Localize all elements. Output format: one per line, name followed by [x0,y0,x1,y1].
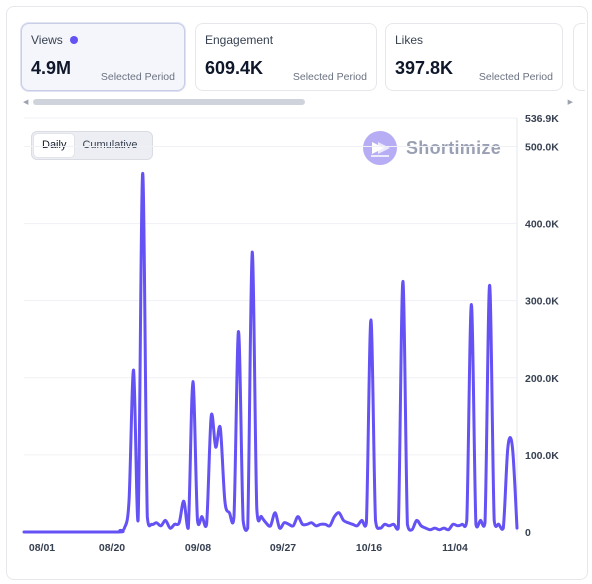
scroll-right-icon[interactable]: ▶ [567,99,573,106]
metric-card-partial[interactable] [573,23,585,91]
scroll-left-icon[interactable]: ◀ [23,99,29,106]
metric-period-caption: Selected Period [100,71,175,83]
x-axis-ticks: 08/01 08/20 09/08 09/27 10/16 11/04 [29,542,468,554]
y-tick-label: 200.0K [525,373,559,385]
x-tick-label: 11/04 [442,542,468,554]
metric-period-caption: Selected Period [478,71,553,83]
metric-label: Views [31,33,63,47]
metric-cards: Views 4.9M Selected Period Engagement 60… [21,23,585,93]
chart-grid [24,117,517,456]
x-tick-label: 08/01 [29,542,55,554]
metric-period-caption: Selected Period [292,71,367,83]
cards-scrollbar[interactable]: ◀ ▶ [21,97,573,107]
metric-card-likes[interactable]: Likes 397.8K Selected Period [385,23,563,91]
y-axis-ticks: 0 100.0K 200.0K 300.0K 400.0K 500.0K 536.9K [525,113,559,539]
metric-label: Likes [395,33,424,47]
shortimize-logo-icon [363,131,397,165]
daily-cumulative-toggle: Daily Cumulative [31,131,153,160]
x-tick-label: 09/08 [185,542,211,554]
selected-dot-icon [69,36,78,44]
brand-watermark: Shortimize [363,131,501,165]
metric-value: 4.9M [31,58,72,78]
x-tick-label: 09/27 [270,542,296,554]
toggle-cumulative[interactable]: Cumulative [82,139,138,151]
metric-label: Engagement [205,33,274,47]
y-tick-label: 400.0K [525,219,559,231]
metric-value: 397.8K [395,58,454,78]
y-tick-label: 0 [525,527,531,539]
views-series-line [22,171,519,534]
scrollbar-thumb[interactable] [33,99,305,105]
metric-card-views[interactable]: Views 4.9M Selected Period [21,23,185,91]
metric-card-engagement[interactable]: Engagement 609.4K Selected Period [195,23,377,91]
y-tick-label: 100.0K [525,450,559,462]
y-tick-label: 500.0K [525,141,559,153]
toggle-daily[interactable]: Daily [34,134,75,157]
brand-name: Shortimize [406,137,502,158]
x-tick-label: 08/20 [99,542,125,554]
y-tick-label: 536.9K [525,113,559,125]
metric-value: 609.4K [205,58,264,78]
y-tick-label: 300.0K [525,296,559,308]
x-tick-label: 10/16 [356,542,382,554]
